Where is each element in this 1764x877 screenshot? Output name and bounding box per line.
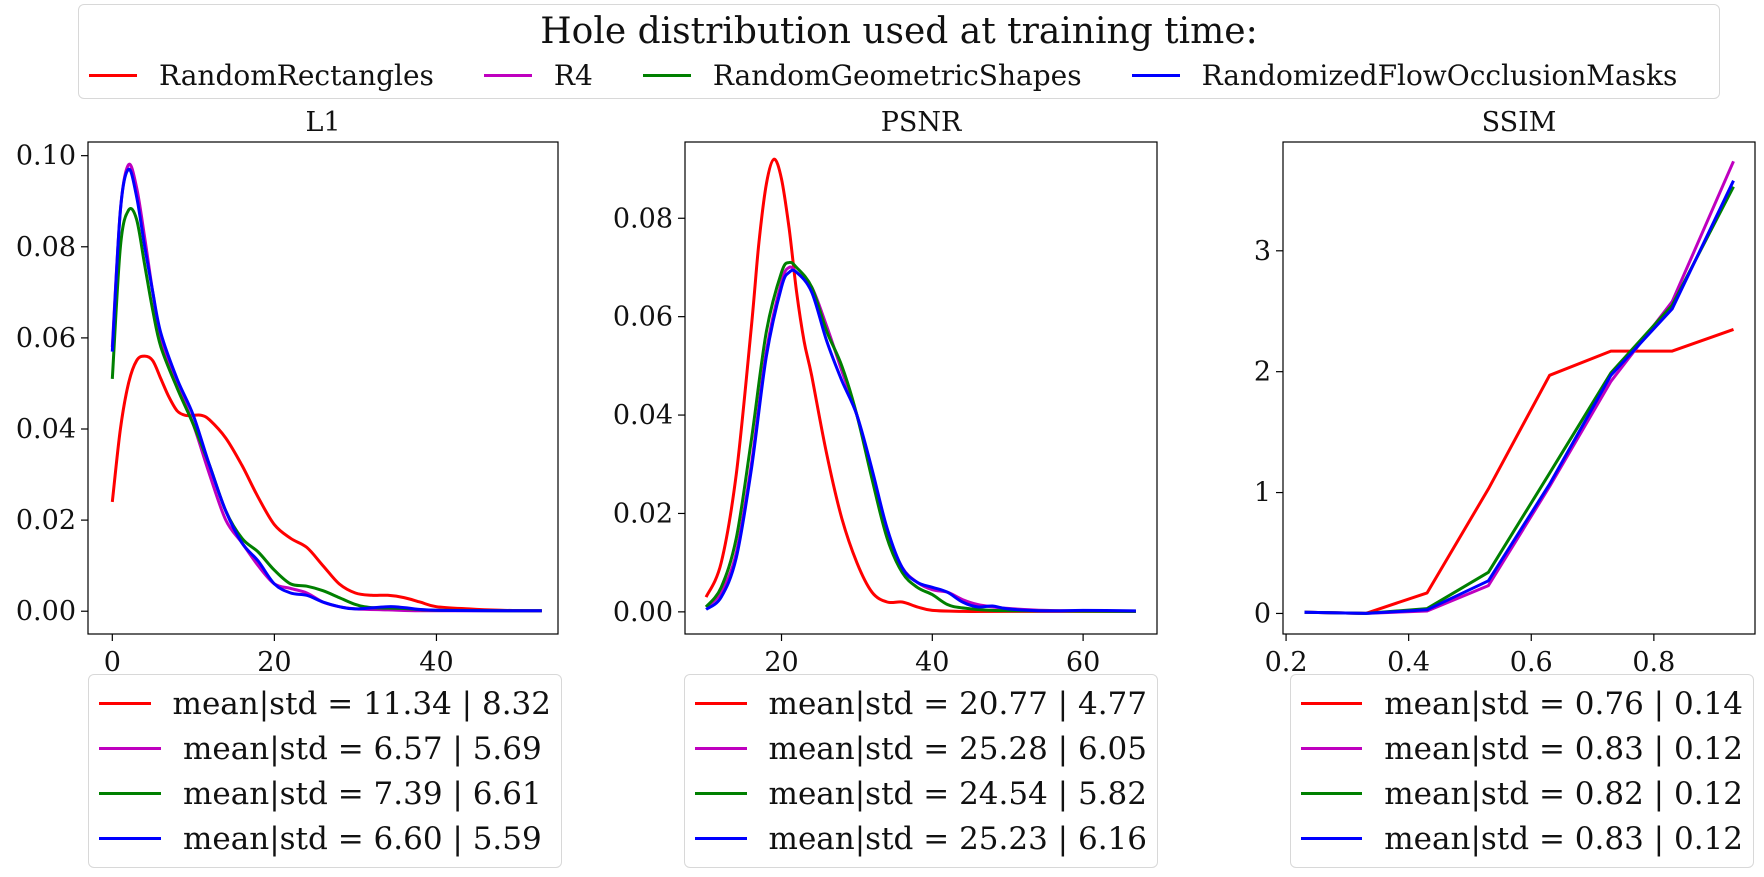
legend-row: mean|std = 0.82 | 0.12 [1301, 771, 1743, 816]
legend-row: mean|std = 11.34 | 8.32 [99, 681, 551, 726]
legend-title: Hole distribution used at training time: [540, 11, 1258, 52]
y-tick-label: 0.06 [16, 323, 76, 354]
y-tick-label: 0.04 [16, 414, 76, 445]
x-tick-label: 40 [915, 647, 949, 678]
x-tick-label: 40 [419, 647, 453, 678]
legend-swatch [89, 74, 137, 77]
x-tick-label: 0.6 [1510, 647, 1553, 678]
legend-swatch [1301, 837, 1363, 840]
y-tick-label: 0.00 [16, 596, 76, 627]
legend-item-random-rectangles: RandomRectangles [89, 59, 434, 92]
legend-row: mean|std = 25.28 | 6.05 [695, 726, 1147, 771]
legend-swatch [99, 747, 161, 750]
legend-swatch [1131, 74, 1180, 77]
legend-stat: mean|std = 0.82 | 0.12 [1384, 775, 1743, 812]
legend-swatch [99, 792, 161, 795]
y-tick-label: 0 [1254, 598, 1271, 629]
legend-row: mean|std = 6.60 | 5.59 [99, 816, 551, 861]
legend-items: RandomRectangles R4 RandomGeometricShape… [89, 59, 1677, 92]
y-tick-label: 0.04 [613, 400, 673, 431]
legend-row: mean|std = 0.83 | 0.12 [1301, 816, 1743, 861]
legend-swatch [99, 702, 151, 705]
legend-item-random-geometric-shapes: RandomGeometricShapes [642, 59, 1082, 92]
x-tick-label: 20 [257, 647, 291, 678]
y-tick-label: 3 [1254, 236, 1271, 267]
y-tick-label: 0.08 [16, 232, 76, 263]
series-line-psnr-r4 [705, 265, 1136, 613]
y-tick-label: 0.08 [613, 203, 673, 234]
x-tick-label: 0.8 [1632, 647, 1675, 678]
x-tick-label: 0.2 [1265, 647, 1308, 678]
legend-row: mean|std = 25.23 | 6.16 [695, 816, 1147, 861]
legend-label: RandomGeometricShapes [712, 59, 1082, 92]
legend-swatch [695, 702, 747, 705]
legend-row: mean|std = 7.39 | 6.61 [99, 771, 551, 816]
legend-swatch [1301, 747, 1363, 750]
axes-frame-psnr [684, 141, 1158, 635]
legend-swatch [695, 747, 747, 750]
series-line-l1-randomized-flow-occlusion-masks [110, 167, 542, 613]
legend-l1: mean|std = 11.34 | 8.32 mean|std = 6.57 … [88, 674, 562, 868]
legend-swatch [483, 74, 532, 77]
panel-title-l1: L1 [305, 107, 341, 138]
legend-label: R4 [553, 59, 593, 92]
x-tick-label: 0.4 [1387, 647, 1430, 678]
legend-stat: mean|std = 24.54 | 5.82 [768, 775, 1147, 812]
y-tick-label: 0.10 [16, 141, 76, 172]
legend-item-randomized-flow-occlusion-masks: RandomizedFlowOcclusionMasks [1131, 59, 1678, 92]
legend-stat: mean|std = 7.39 | 6.61 [183, 775, 542, 812]
series-line-l1-random-rectangles [110, 354, 542, 613]
legend-psnr: mean|std = 20.77 | 4.77 mean|std = 25.28… [684, 674, 1158, 868]
series-line-ssim-randomized-flow-occlusion-masks [1304, 180, 1735, 615]
legend-swatch [1301, 792, 1363, 795]
series-line-psnr-random-rectangles [704, 157, 1136, 613]
legend-swatch [99, 837, 161, 840]
x-tick-label: 0 [104, 647, 121, 678]
legend-stat: mean|std = 6.57 | 5.69 [183, 730, 542, 767]
y-tick-label: 0.00 [613, 597, 673, 628]
series-line-psnr-random-geometric-shapes [704, 260, 1136, 613]
legend-stat: mean|std = 6.60 | 5.59 [183, 820, 542, 857]
legend-swatch [695, 837, 747, 840]
legend-row: mean|std = 6.57 | 5.69 [99, 726, 551, 771]
legend-swatch [695, 792, 747, 795]
legend-stat: mean|std = 25.23 | 6.16 [768, 820, 1147, 857]
legend-stat: mean|std = 25.28 | 6.05 [768, 730, 1147, 767]
y-tick-label: 0.02 [16, 505, 76, 536]
axes-frame-l1 [87, 141, 559, 635]
legend-swatch [642, 74, 691, 77]
legend-stat: mean|std = 11.34 | 8.32 [172, 685, 551, 722]
legend-item-r4: R4 [483, 59, 593, 92]
series-line-ssim-random-rectangles [1304, 327, 1735, 615]
legend-label: RandomizedFlowOcclusionMasks [1201, 59, 1678, 92]
legend-row: mean|std = 0.83 | 0.12 [1301, 726, 1743, 771]
series-line-ssim-random-geometric-shapes [1304, 186, 1735, 615]
legend-label: RandomRectangles [159, 59, 434, 92]
legend-stat: mean|std = 20.77 | 4.77 [768, 685, 1147, 722]
series-line-ssim-r4 [1304, 160, 1735, 615]
legend-ssim: mean|std = 0.76 | 0.14 mean|std = 0.83 |… [1290, 674, 1754, 868]
legend-row: mean|std = 24.54 | 5.82 [695, 771, 1147, 816]
legend-stat: mean|std = 0.83 | 0.12 [1384, 820, 1743, 857]
panel-title-psnr: PSNR [880, 107, 962, 138]
y-tick-label: 2 [1254, 357, 1271, 388]
y-tick-label: 0.02 [613, 498, 673, 529]
legend-row: mean|std = 20.77 | 4.77 [695, 681, 1147, 726]
series-line-l1-random-geometric-shapes [110, 207, 542, 613]
legend-stat: mean|std = 0.83 | 0.12 [1384, 730, 1743, 767]
series-line-psnr-randomized-flow-occlusion-masks [705, 268, 1136, 613]
axes-frame-ssim [1282, 141, 1756, 635]
x-tick-label: 20 [764, 647, 798, 678]
legend-row: mean|std = 0.76 | 0.14 [1301, 681, 1743, 726]
x-tick-label: 60 [1066, 647, 1100, 678]
legend-stat: mean|std = 0.76 | 0.14 [1384, 685, 1743, 722]
top-legend: Hole distribution used at training time:… [78, 4, 1720, 99]
legend-swatch [1301, 702, 1363, 705]
panel-title-ssim: SSIM [1481, 107, 1557, 138]
y-tick-label: 1 [1254, 478, 1271, 509]
y-tick-label: 0.06 [613, 302, 673, 333]
